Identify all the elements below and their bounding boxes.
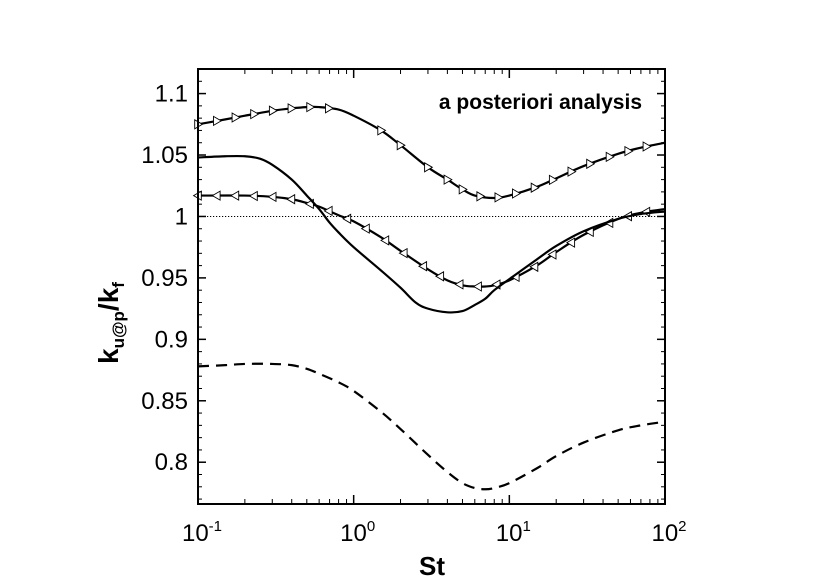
series-1-marker	[476, 191, 486, 202]
series-1-marker	[605, 151, 615, 163]
y-label-mid: /k	[93, 287, 124, 311]
series-2-marker	[547, 249, 557, 260]
series-2-marker	[529, 261, 539, 273]
series-3-line	[197, 154, 666, 314]
series-1-marker	[458, 184, 468, 195]
y-tick-label: 1.05	[141, 142, 188, 169]
series-2-marker	[398, 247, 408, 259]
series-2-marker	[323, 205, 333, 217]
y-tick-label: 0.9	[155, 326, 188, 353]
series-1-marker	[268, 105, 278, 116]
series-2-marker	[472, 281, 482, 292]
series-4-line	[197, 362, 666, 491]
series-2-marker	[230, 190, 240, 201]
y-axis-label: ku@p/kf	[93, 282, 128, 364]
series-1-marker	[548, 174, 558, 186]
series-1-marker	[567, 166, 577, 177]
series-3	[197, 154, 666, 314]
series-1-marker	[494, 192, 504, 203]
annotation-text: a posteriori analysis	[439, 91, 642, 114]
y-label-main: k	[93, 348, 124, 364]
x-tick-label: 10-1	[182, 518, 222, 547]
series-1-marker	[396, 139, 406, 151]
series-layer	[192, 101, 666, 491]
series-2-marker	[211, 190, 221, 201]
axes-layer: 0.8 0.85 0.9 0.95 1 1.05 1.1 10-1 100 101 102	[141, 68, 687, 547]
series-2-marker	[418, 260, 428, 272]
series-2	[192, 190, 666, 292]
svg-text:ku@p/kf: ku@p/kf	[93, 282, 128, 364]
series-1-marker	[306, 101, 316, 113]
series-2-marker	[286, 193, 296, 205]
series-1-line	[197, 105, 666, 200]
series-1-marker	[443, 174, 453, 185]
series-1-marker	[213, 115, 223, 127]
series-2-marker	[566, 237, 576, 248]
y-tick-label: 0.8	[155, 449, 188, 476]
series-1-marker	[512, 188, 522, 199]
series-2-marker	[360, 223, 370, 234]
series-2-marker	[248, 190, 258, 202]
x-tick-label: 101	[496, 518, 531, 547]
y-label-sub1: u@p	[109, 311, 128, 348]
series-1-marker	[586, 158, 596, 170]
x-tick-label: 102	[651, 518, 686, 547]
series-1-marker	[231, 112, 241, 123]
y-tick-label: 1.1	[155, 81, 188, 108]
y-tick-label: 1	[175, 203, 188, 230]
y-tick-label: 0.85	[141, 388, 188, 415]
series-2-marker	[435, 271, 445, 282]
series-1-marker	[287, 103, 297, 114]
y-label-sub2: f	[109, 282, 128, 288]
series-2-marker	[342, 213, 352, 225]
series-1-marker	[250, 108, 260, 120]
series-1-marker	[377, 125, 387, 136]
series-1-marker	[624, 145, 634, 157]
series-1-marker	[424, 162, 434, 173]
series-1-marker	[530, 182, 540, 193]
series-1	[194, 101, 666, 203]
series-2-marker	[641, 206, 651, 218]
series-2-marker	[454, 279, 464, 290]
x-tick-label: 100	[340, 518, 375, 547]
x-axis-label: St	[419, 551, 445, 581]
series-2-marker	[380, 235, 390, 246]
series-1-marker	[325, 103, 335, 114]
plot-frame	[197, 68, 666, 505]
y-tick-label: 0.95	[141, 265, 188, 292]
series-2-marker	[267, 191, 277, 203]
series-1-marker	[642, 141, 652, 152]
series-4	[197, 362, 666, 491]
series-2-line	[197, 194, 666, 288]
